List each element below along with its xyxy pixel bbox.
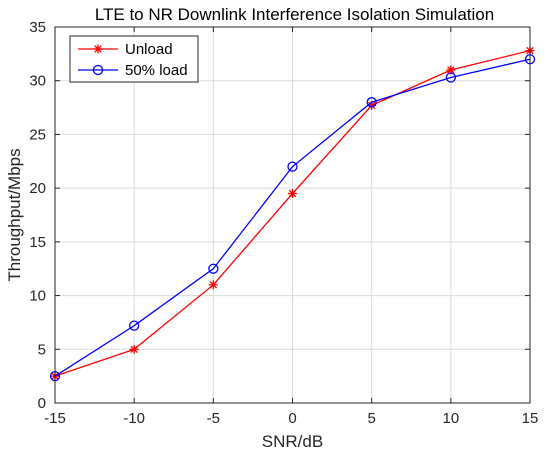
data-point-50-load bbox=[445, 72, 456, 83]
data-point-unload bbox=[208, 280, 218, 290]
y-tick-label: 0 bbox=[38, 395, 46, 412]
legend-entry-unload: Unload bbox=[78, 41, 173, 58]
x-tick-label: 5 bbox=[367, 410, 375, 427]
axis-ticks: -15 -10 -5 0 5 10 15 0 5 10 15 20 25 30 35 bbox=[29, 19, 538, 427]
x-tick-label: -5 bbox=[207, 410, 220, 427]
grid bbox=[54, 26, 531, 404]
legend-label: 50% load bbox=[125, 62, 188, 79]
data-point-unload bbox=[129, 344, 139, 354]
chart-title: LTE to NR Downlink Interference Isolatio… bbox=[95, 5, 494, 24]
y-tick-label: 5 bbox=[38, 341, 46, 358]
y-tick-label: 25 bbox=[29, 126, 46, 143]
series-group bbox=[49, 46, 536, 382]
legend-marker bbox=[92, 64, 104, 76]
data-point-50-load bbox=[287, 161, 298, 172]
x-tick-label: 15 bbox=[522, 410, 539, 427]
series-line-50-load bbox=[54, 58, 531, 377]
y-tick-label: 20 bbox=[29, 180, 46, 197]
data-point-50-load bbox=[129, 320, 140, 331]
y-tick-label: 10 bbox=[29, 288, 46, 305]
data-point-50-load bbox=[366, 97, 377, 108]
x-tick-label: -10 bbox=[123, 410, 145, 427]
x-tick-label: 0 bbox=[288, 410, 296, 427]
legend: Unload 50% load bbox=[69, 35, 199, 83]
x-tick-label: -15 bbox=[44, 410, 66, 427]
legend-label: Unload bbox=[125, 41, 173, 58]
legend-box bbox=[69, 35, 199, 83]
y-tick-label: 15 bbox=[29, 234, 46, 251]
y-axis-title: Throughput/Mbps bbox=[5, 148, 24, 281]
y-tick-label: 30 bbox=[29, 73, 46, 90]
y-tick-label: 35 bbox=[29, 19, 46, 36]
legend-entry-50-load: 50% load bbox=[78, 62, 188, 79]
data-point-unload bbox=[288, 189, 297, 199]
x-tick-label: 10 bbox=[442, 410, 459, 427]
legend-marker bbox=[93, 44, 103, 54]
x-axis-title: SNR/dB bbox=[262, 432, 323, 451]
data-point-50-load bbox=[208, 263, 219, 274]
